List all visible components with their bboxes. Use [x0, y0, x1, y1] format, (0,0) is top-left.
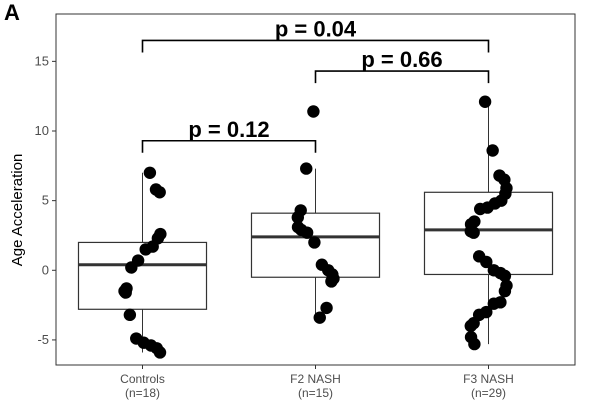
data-point — [125, 261, 138, 274]
data-point — [325, 275, 338, 288]
data-point — [119, 286, 132, 299]
data-point — [474, 202, 487, 216]
comparison-bracket — [314, 70, 490, 84]
data-point — [467, 226, 480, 239]
data-point — [307, 105, 320, 118]
y-tick-label: -5 — [37, 332, 49, 347]
x-tick-label: F2 NASH — [290, 372, 341, 386]
x-tick-label: Controls — [120, 372, 165, 386]
x-tick-count-label: (n=18) — [125, 386, 160, 400]
data-point — [320, 301, 333, 315]
y-tick-label: 10 — [35, 123, 49, 138]
data-point — [480, 255, 493, 269]
p-value-label: p = 0.04 — [275, 16, 357, 41]
points-layer — [118, 95, 513, 359]
data-point — [139, 243, 152, 256]
x-axis: Controls(n=18) F2 NASH(n=15) F3 NASH(n=29) — [120, 365, 514, 400]
data-point — [300, 162, 313, 175]
data-point — [478, 95, 492, 108]
data-point — [313, 311, 326, 324]
p-value-label: p = 0.66 — [361, 47, 442, 72]
comparison-bracket — [141, 39, 490, 53]
data-point — [300, 226, 314, 239]
y-tick-label: 0 — [42, 262, 49, 277]
data-point — [153, 186, 166, 199]
y-tick-label: 15 — [35, 53, 49, 68]
data-point — [153, 346, 167, 359]
data-point — [487, 297, 501, 310]
comparison-bracket — [141, 139, 317, 153]
data-point — [468, 337, 481, 351]
data-point — [498, 269, 512, 283]
data-point — [486, 144, 499, 157]
p-value-label: p = 0.12 — [188, 117, 269, 142]
y-axis: -5 0 5 10 15 — [35, 53, 56, 347]
panel-label: A — [4, 0, 20, 25]
x-tick-count-label: (n=29) — [471, 386, 506, 400]
comparison-brackets: p = 0.12 p = 0.66p = 0.04 — [141, 16, 490, 153]
data-point — [291, 211, 305, 224]
data-point — [123, 308, 137, 322]
data-point — [464, 319, 477, 333]
x-tick-count-label: (n=15) — [298, 386, 333, 400]
y-axis-label: Age Acceleration — [9, 154, 26, 267]
y-tick-label: 5 — [42, 193, 49, 208]
x-tick-label: F3 NASH — [463, 372, 514, 386]
data-point — [143, 166, 157, 179]
data-point — [498, 284, 512, 298]
data-point — [308, 236, 321, 249]
